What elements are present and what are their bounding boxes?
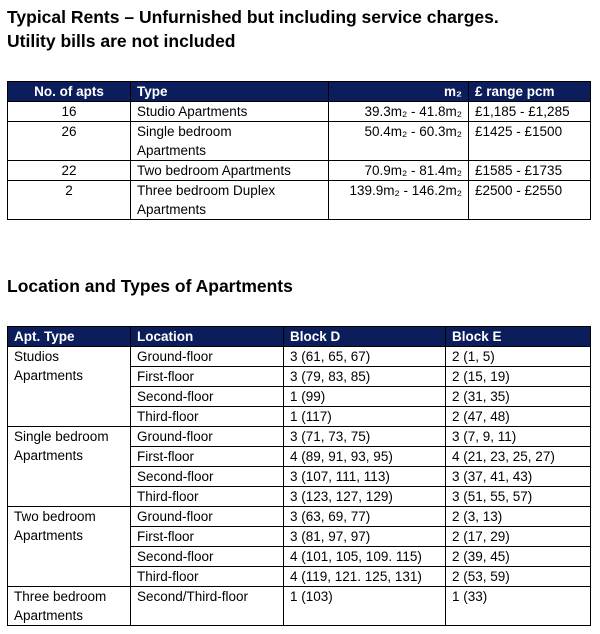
table-cell: 1 (33): [445, 586, 591, 626]
table-cell: 70.9m₂ - 81.4m₂: [328, 160, 469, 181]
table-row: 2 Three bedroom Duplex Apartments 139.9m₂ …: [7, 180, 591, 220]
table-cell: 4 (21, 23, 25, 27): [445, 446, 591, 467]
table-row: Single bedroom Apartments Ground-floor 3 (…: [7, 426, 591, 507]
header-cell: Type: [130, 81, 329, 102]
table-cell: First-floor: [130, 526, 284, 547]
table-cell: 139.9m₂ - 146.2m₂: [328, 180, 469, 220]
table-cell: £1425 - £1500: [468, 121, 591, 161]
table-cell: 4 (89, 91, 93, 95): [283, 446, 446, 467]
table-cell: 1 (103): [283, 586, 446, 626]
table-cell: 39.3m₂ - 41.8m₂: [328, 101, 469, 122]
header-cell: Apt. Type: [7, 326, 131, 347]
table-cell: First-floor: [130, 366, 284, 387]
table-cell: Ground-floor: [130, 506, 284, 527]
table-cell: 2 (17, 29): [445, 526, 591, 547]
table-row: 22 Two bedroom Apartments 70.9m₂ - 81.4m₂ £…: [7, 160, 591, 181]
table-cell: Third-floor: [130, 566, 284, 587]
table-cell: Third-floor: [130, 406, 284, 427]
table-cell: 1 (99): [283, 386, 446, 407]
table-cell: First-floor: [130, 446, 284, 467]
table-row: Three bedroom Apartments Second/Third-flo…: [7, 586, 591, 626]
table-row: 26 Single bedroom Apartments 50.4m₂ - 60.3…: [7, 121, 591, 161]
table-cell: Second-floor: [130, 386, 284, 407]
table-cell: 2 (53, 59): [445, 566, 591, 587]
table-cell: Three bedroom Duplex Apartments: [130, 180, 329, 220]
table-row: 16 Studio Apartments 39.3m₂ - 41.8m₂ £1,185…: [7, 101, 591, 122]
table-cell: 3 (79, 83, 85): [283, 366, 446, 387]
header-cell: £ range pcm: [468, 81, 591, 102]
table-cell: £1,185 - £1,285: [468, 101, 591, 122]
table-cell: Single bedroom Apartments: [130, 121, 329, 161]
header-row: No. of apts Type m₂ £ range pcm: [7, 81, 591, 102]
table-cell: 3 (37, 41, 43): [445, 466, 591, 487]
table-row: Third-floor 3 (123, 127, 129) 3 (51, 55, 5…: [8, 486, 591, 507]
apt-type-cell: Studios Apartments: [7, 346, 131, 427]
table-cell: 2 (15, 19): [445, 366, 591, 387]
header-row: Apt. Type Location Block D Block E: [7, 326, 591, 347]
table-row: Two bedroom Apartments Ground-floor 3 (63,…: [7, 506, 591, 587]
table-cell: 3 (63, 69, 77): [283, 506, 446, 527]
table-cell: 2 (1, 5): [445, 346, 591, 367]
table-cell: 3 (61, 65, 67): [283, 346, 446, 367]
table-cell: 3 (107, 111, 113): [283, 466, 446, 487]
table-cell: 2 (3, 13): [445, 506, 591, 527]
apt-type-cell: Three bedroom Apartments: [7, 586, 131, 626]
table-row: Second-floor 3 (107, 111, 113) 3 (37, 41, …: [8, 466, 591, 487]
table-cell: £1585 - £1735: [468, 160, 591, 181]
table-cell: Ground-floor: [130, 346, 284, 367]
table-cell: 22: [7, 160, 131, 181]
header-cell: Block E: [445, 326, 591, 347]
table-cell: 2 (31, 35): [445, 386, 591, 407]
title: Typical Rents – Unfurnished but includin…: [7, 7, 499, 51]
section-heading: Location and Types of Apartments: [7, 276, 293, 296]
table-cell: 3 (51, 55, 57): [445, 486, 591, 507]
table-cell: Second-floor: [130, 466, 284, 487]
table-cell: Two bedroom Apartments: [130, 160, 329, 181]
header-cell: No. of apts: [7, 81, 131, 102]
apt-type-cell: Two bedroom Apartments: [7, 506, 131, 587]
table-cell: £2500 - £2550: [468, 180, 591, 220]
table-cell: 50.4m₂ - 60.3m₂: [328, 121, 469, 161]
table-cell: Third-floor: [130, 486, 284, 507]
table-cell: 2 (47, 48): [445, 406, 591, 427]
table-cell: 4 (119, 121. 125, 131): [283, 566, 446, 587]
rents-table: No. of apts Type m₂ £ range pcm 16 Studio Apa…: [7, 81, 591, 220]
table-row: First-floor 3 (81, 97, 97) 2 (17, 29): [8, 526, 591, 547]
table-cell: 3 (123, 127, 129): [283, 486, 446, 507]
table-cell: 4 (101, 105, 109. 115): [283, 546, 446, 567]
table-row: Studios Apartments Ground-floor 3 (61, 65,…: [7, 346, 591, 427]
table-cell: Ground-floor: [130, 426, 284, 447]
header-cell: Location: [130, 326, 284, 347]
table-cell: 26: [7, 121, 131, 161]
table-cell: 2: [7, 180, 131, 220]
location-table: Apt. Type Location Block D Block E Studios A…: [7, 326, 591, 626]
table-row: Third-floor 1 (117) 2 (47, 48): [8, 406, 591, 427]
header-cell: m₂: [328, 81, 469, 102]
table-cell: 3 (71, 73, 75): [283, 426, 446, 447]
table-cell: Second-floor: [130, 546, 284, 567]
apt-type-cell: Single bedroom Apartments: [7, 426, 131, 507]
table-row: Second-floor 4 (101, 105, 109. 115) 2 (39,…: [8, 546, 591, 567]
header-cell: Block D: [283, 326, 446, 347]
table-row: First-floor 4 (89, 91, 93, 95) 4 (21, 23, …: [8, 446, 591, 467]
table-cell: 16: [7, 101, 131, 122]
table-cell: Studio Apartments: [130, 101, 329, 122]
table-cell: 3 (7, 9, 11): [445, 426, 591, 447]
table-cell: Second/Third-floor: [130, 586, 284, 626]
table-cell: 3 (81, 97, 97): [283, 526, 446, 547]
table-cell: 2 (39, 45): [445, 546, 591, 567]
table-cell: 1 (117): [283, 406, 446, 427]
